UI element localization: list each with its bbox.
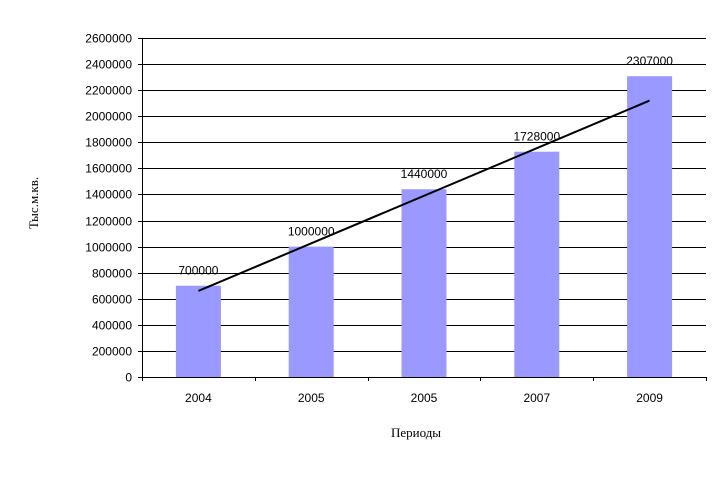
- y-tick-label: 2000000: [85, 110, 132, 124]
- x-axis-title: Периоды: [391, 425, 441, 440]
- x-tick-label: 2004: [185, 391, 212, 405]
- x-tick-label: 2005: [411, 391, 438, 405]
- y-axis-title: Тыс.м.кв.: [26, 177, 41, 229]
- y-tick-label: 1800000: [85, 136, 132, 150]
- y-tick-label: 600000: [92, 293, 132, 307]
- y-tick-label: 2200000: [85, 84, 132, 98]
- bar: [288, 246, 334, 377]
- y-tick-label: 400000: [92, 319, 132, 333]
- y-tick-label: 0: [125, 371, 132, 385]
- x-tick-label: 2005: [298, 391, 325, 405]
- x-tick-label: 2007: [523, 391, 550, 405]
- axes: [138, 38, 707, 381]
- trendline: [198, 99, 650, 292]
- bar: [627, 76, 673, 377]
- y-tick-label: 1200000: [85, 215, 132, 229]
- y-tick-label: 2400000: [85, 58, 132, 72]
- y-tick-label: 800000: [92, 267, 132, 281]
- y-tick-label: 1000000: [85, 241, 132, 255]
- y-tick-label: 2600000: [85, 32, 132, 46]
- y-tick-label: 1400000: [85, 188, 132, 202]
- x-tick-label: 2009: [636, 391, 663, 405]
- bar: [514, 151, 560, 377]
- bars: [175, 76, 673, 377]
- bar: [401, 189, 447, 377]
- bar: [175, 285, 221, 377]
- y-tick-label: 200000: [92, 345, 132, 359]
- labels: 0 200000 400000 600000 800000 1000000 1200000 1…: [85, 32, 673, 406]
- y-tick-label: 1600000: [85, 162, 132, 176]
- data-label: 2307000: [626, 54, 673, 68]
- trendline-line: [198, 99, 650, 292]
- data-label: 1440000: [401, 167, 448, 181]
- data-label: 700000: [178, 264, 218, 278]
- data-label: 1000000: [288, 225, 335, 239]
- data-label: 1728000: [513, 130, 560, 144]
